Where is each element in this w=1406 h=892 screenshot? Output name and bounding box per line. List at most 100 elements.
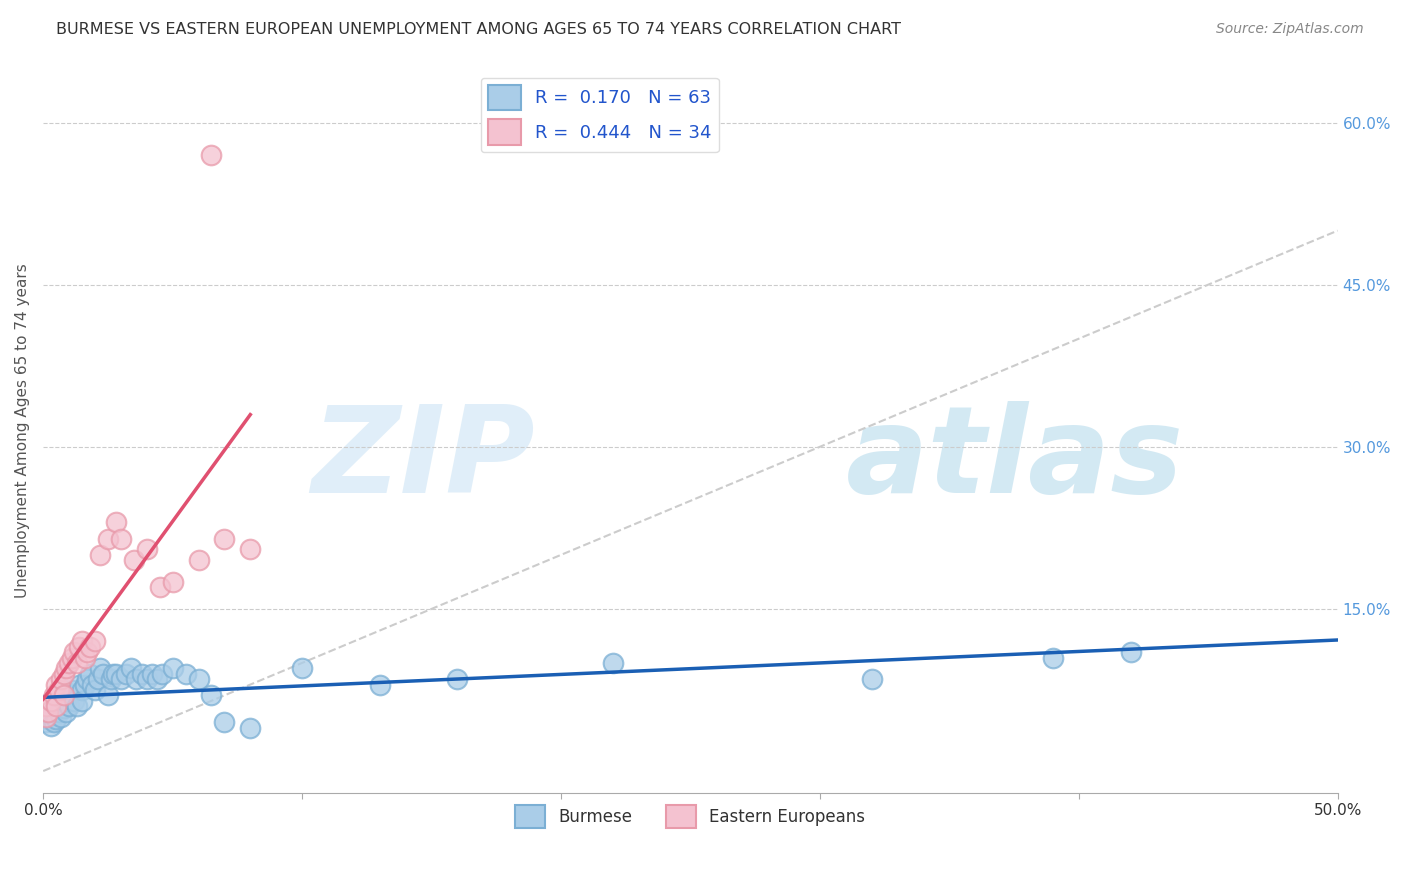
Point <box>52 683 75 698</box>
Point <box>67 640 90 654</box>
Point <box>101 666 124 681</box>
Point <box>66 656 89 670</box>
Point <box>86 672 108 686</box>
Point <box>48 705 70 719</box>
Point <box>60 650 83 665</box>
Point <box>45 712 67 726</box>
Text: ZIP: ZIP <box>311 401 536 518</box>
Point <box>239 542 262 557</box>
Point <box>42 701 65 715</box>
Point <box>82 677 104 691</box>
Point <box>135 542 157 557</box>
Point <box>122 553 145 567</box>
Point <box>187 553 209 567</box>
Point <box>58 656 80 670</box>
Point <box>214 532 236 546</box>
Point <box>45 677 67 691</box>
Point <box>70 634 93 648</box>
Point <box>860 672 883 686</box>
Point <box>67 677 90 691</box>
Text: atlas: atlas <box>846 401 1184 518</box>
Point <box>446 672 468 686</box>
Point <box>84 683 107 698</box>
Point <box>48 683 70 698</box>
Point <box>52 689 75 703</box>
Point <box>58 689 80 703</box>
Point <box>200 689 222 703</box>
Point <box>174 666 197 681</box>
Point <box>55 694 77 708</box>
Point <box>291 661 314 675</box>
Text: Source: ZipAtlas.com: Source: ZipAtlas.com <box>1216 22 1364 37</box>
Point <box>135 672 157 686</box>
Point <box>91 666 114 681</box>
Point <box>45 699 67 714</box>
Point <box>70 683 93 698</box>
Point <box>39 705 62 719</box>
Point <box>146 672 169 686</box>
Point <box>37 712 59 726</box>
Point <box>200 148 222 162</box>
Point <box>214 715 236 730</box>
Point <box>1119 645 1142 659</box>
Point <box>45 699 67 714</box>
Point <box>131 666 153 681</box>
Point <box>110 532 132 546</box>
Point <box>76 672 98 686</box>
Point <box>120 661 142 675</box>
Point <box>52 701 75 715</box>
Point <box>104 516 127 530</box>
Y-axis label: Unemployment Among Ages 65 to 74 years: Unemployment Among Ages 65 to 74 years <box>15 263 30 598</box>
Point <box>35 699 58 714</box>
Text: BURMESE VS EASTERN EUROPEAN UNEMPLOYMENT AMONG AGES 65 TO 74 YEARS CORRELATION C: BURMESE VS EASTERN EUROPEAN UNEMPLOYMENT… <box>56 22 901 37</box>
Point <box>37 707 59 722</box>
Point <box>162 661 184 675</box>
Point <box>52 666 75 681</box>
Point <box>89 548 111 562</box>
Point <box>97 689 120 703</box>
Point <box>58 699 80 714</box>
Point <box>63 645 86 659</box>
Point <box>55 705 77 719</box>
Point <box>70 694 93 708</box>
Point <box>239 721 262 735</box>
Point <box>42 715 65 730</box>
Point <box>66 699 89 714</box>
Point <box>79 640 101 654</box>
Point <box>104 666 127 681</box>
Point <box>79 666 101 681</box>
Point <box>84 634 107 648</box>
Point <box>35 710 58 724</box>
Point <box>100 672 122 686</box>
Point <box>51 697 73 711</box>
Point <box>39 694 62 708</box>
Point <box>37 705 59 719</box>
Legend: Burmese, Eastern Europeans: Burmese, Eastern Europeans <box>509 798 872 835</box>
Point <box>73 677 96 691</box>
Point <box>141 666 163 681</box>
Point <box>73 650 96 665</box>
Point <box>60 683 83 698</box>
Point <box>51 672 73 686</box>
Point <box>602 656 624 670</box>
Point <box>125 672 148 686</box>
Point <box>89 661 111 675</box>
Point <box>39 710 62 724</box>
Point <box>42 689 65 703</box>
Point <box>48 694 70 708</box>
Point <box>51 689 73 703</box>
Point <box>187 672 209 686</box>
Point <box>97 532 120 546</box>
Point <box>76 645 98 659</box>
Point <box>55 661 77 675</box>
Point <box>150 666 173 681</box>
Point <box>35 710 58 724</box>
Point <box>115 666 138 681</box>
Point <box>39 719 62 733</box>
Point <box>63 694 86 708</box>
Point <box>110 672 132 686</box>
Point <box>1042 650 1064 665</box>
Point <box>368 677 391 691</box>
Point <box>45 707 67 722</box>
Point <box>35 715 58 730</box>
